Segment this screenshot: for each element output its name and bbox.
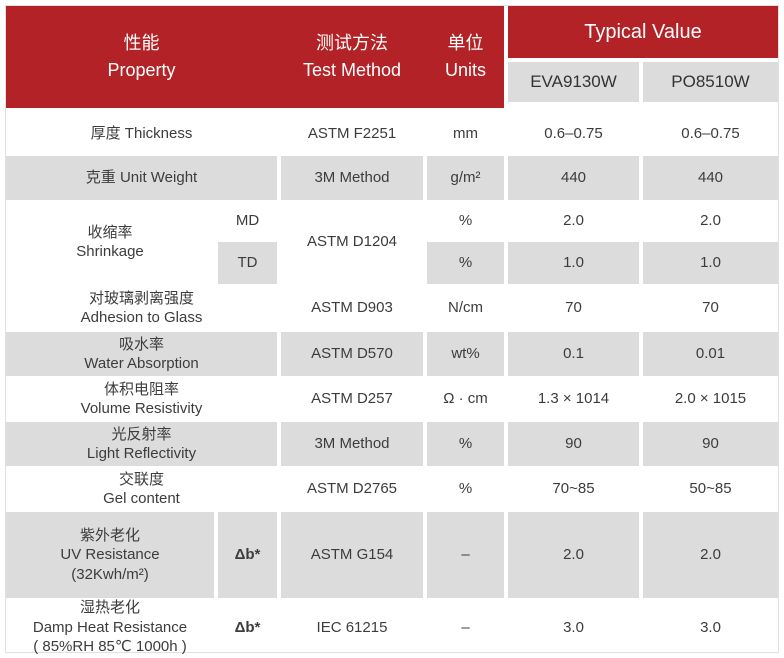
row-volume-resistivity-value-po: 2.0 × 1015 bbox=[674, 390, 747, 408]
row-volume-resistivity-method: ASTM D257 bbox=[311, 390, 393, 408]
row-light-reflectivity-value-po: 90 bbox=[643, 422, 778, 466]
table-header-red-block: 性能 Property 测试方法 Test Method 单位 Units bbox=[6, 6, 504, 108]
row-uv-resistance-property: 紫外老化 UV Resistance (32Kwh/m²) bbox=[6, 512, 214, 598]
row-uv-resistance-value-eva: 2.0 bbox=[508, 512, 639, 598]
row-adhesion-method: ASTM D903 bbox=[311, 299, 393, 317]
row-thickness-value-eva: 0.6–0.75 bbox=[544, 125, 603, 143]
spec-table: 性能 Property 测试方法 Test Method 单位 Units Ty… bbox=[5, 5, 779, 655]
row-damp-heat-method: IEC 61215 bbox=[316, 618, 388, 636]
row-uv-resistance-sub-label: Δb* bbox=[218, 512, 277, 598]
row-damp-heat-value-eva: 3.0 bbox=[563, 618, 584, 636]
row-water-absorption-value-eva: 0.1 bbox=[508, 332, 639, 376]
row-damp-heat-sub-label: Δb* bbox=[234, 618, 261, 636]
row-water-absorption-value-po: 0.01 bbox=[643, 332, 778, 376]
row-adhesion-value-eva: 70 bbox=[565, 299, 582, 317]
row-light-reflectivity-property: 光反射率 Light Reflectivity bbox=[6, 422, 277, 466]
row-adhesion-value-po: 70 bbox=[702, 299, 719, 317]
row-unit-weight-units: g/m² bbox=[427, 156, 504, 200]
row-shrinkage-md-units: % bbox=[458, 212, 473, 230]
row-damp-heat-property: 湿热老化 Damp Heat Resistance ( 85%RH 85℃ 10… bbox=[32, 599, 188, 655]
row-shrinkage-method: ASTM D1204 bbox=[306, 233, 398, 251]
row-gel-content-value-eva: 70~85 bbox=[552, 480, 595, 498]
row-light-reflectivity-method: 3M Method bbox=[281, 422, 423, 466]
row-uv-resistance-method: ASTM G154 bbox=[281, 512, 423, 598]
row-thickness-value-po: 0.6–0.75 bbox=[681, 125, 740, 143]
column-header-eva9130w: EVA9130W bbox=[508, 62, 639, 102]
row-light-reflectivity-value-eva: 90 bbox=[508, 422, 639, 466]
row-unit-weight-method: 3M Method bbox=[281, 156, 423, 200]
spec-table-grid: 性能 Property 测试方法 Test Method 单位 Units Ty… bbox=[6, 6, 778, 655]
row-gel-content-units: % bbox=[458, 480, 473, 498]
row-uv-resistance-value-po: 2.0 bbox=[643, 512, 778, 598]
row-uv-resistance-units: – bbox=[427, 512, 504, 598]
row-water-absorption-method: ASTM D570 bbox=[281, 332, 423, 376]
row-volume-resistivity-units: Ω · cm bbox=[443, 390, 488, 408]
row-unit-weight-value-eva: 440 bbox=[508, 156, 639, 200]
column-header-po8510w: PO8510W bbox=[643, 62, 778, 102]
row-unit-weight-value-po: 440 bbox=[643, 156, 778, 200]
row-thickness-method: ASTM F2251 bbox=[307, 125, 397, 143]
row-light-reflectivity-units: % bbox=[427, 422, 504, 466]
row-shrinkage-md-value-eva: 2.0 bbox=[563, 212, 584, 230]
header-typical-value: Typical Value bbox=[508, 6, 778, 58]
row-damp-heat-value-po: 3.0 bbox=[700, 618, 721, 636]
row-water-absorption-units: wt% bbox=[427, 332, 504, 376]
row-unit-weight-property: 克重 Unit Weight bbox=[6, 156, 277, 200]
row-thickness-units: mm bbox=[453, 125, 478, 143]
row-shrinkage-td-value-eva: 1.0 bbox=[508, 242, 639, 284]
row-gel-content-value-po: 50~85 bbox=[689, 480, 732, 498]
row-gel-content-method: ASTM D2765 bbox=[306, 480, 398, 498]
row-shrinkage-td-value-po: 1.0 bbox=[643, 242, 778, 284]
header-property: 性能 Property bbox=[107, 33, 176, 80]
row-water-absorption-property: 吸水率 Water Absorption bbox=[6, 332, 277, 376]
row-damp-heat-units: – bbox=[461, 618, 470, 636]
row-adhesion-property: 对玻璃剥离强度 Adhesion to Glass bbox=[80, 289, 203, 327]
row-shrinkage-property: 收缩率 Shrinkage bbox=[76, 223, 144, 261]
row-shrinkage-td-label: TD bbox=[218, 242, 277, 284]
row-volume-resistivity-value-eva: 1.3 × 1014 bbox=[537, 390, 610, 408]
row-adhesion-units: N/cm bbox=[448, 299, 483, 317]
row-thickness-property: 厚度 Thickness bbox=[90, 125, 193, 143]
row-shrinkage-md-label: MD bbox=[235, 212, 260, 230]
header-test-method: 测试方法 Test Method bbox=[302, 33, 402, 80]
row-shrinkage-md-value-po: 2.0 bbox=[700, 212, 721, 230]
row-gel-content-property: 交联度 Gel content bbox=[103, 470, 180, 508]
header-units: 单位 Units bbox=[444, 33, 486, 80]
row-volume-resistivity-property: 体积电阻率 Volume Resistivity bbox=[80, 380, 203, 418]
row-shrinkage-td-units: % bbox=[427, 242, 504, 284]
